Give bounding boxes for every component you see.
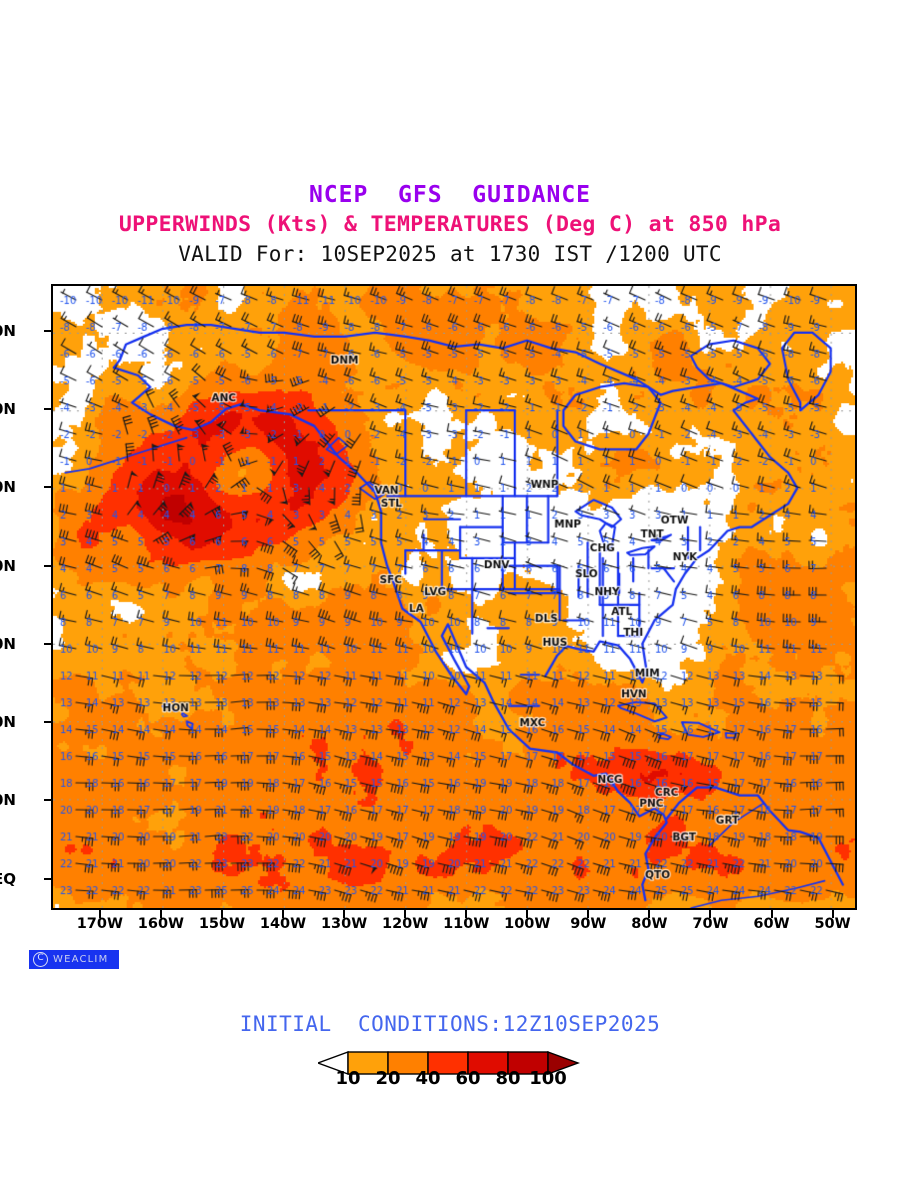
lat-tick-label-70n: 70N [0,321,16,340]
lon-tick-label-150w: 150W [198,916,246,932]
lon-tick-label-160w: 160W [137,916,185,932]
lat-tick-mark [44,564,53,567]
title-line-agency: NCEP GFS GUIDANCE [308,182,592,208]
copyright-icon: C [33,952,48,967]
lat-tick-label-eq: EQ [0,869,16,888]
lon-tick-mark [770,910,773,918]
lon-tick-label-140w: 140W [259,916,307,932]
colorbar-tick-100: 100 [529,1068,567,1089]
lon-tick-label-70w: 70W [692,916,729,932]
weather-map-canvas[interactable] [53,286,855,908]
lon-tick-mark [465,910,468,918]
lat-tick-mark [44,877,53,880]
lon-tick-mark [404,910,407,918]
colorbar-swatches [318,1050,580,1076]
colorbar-tick-60: 60 [455,1068,481,1089]
lon-tick-label-110w: 110W [443,916,490,932]
lon-tick-mark [648,910,651,918]
lon-tick-mark [220,910,223,918]
lat-tick-mark [44,486,53,489]
lat-tick-label-50n: 50N [0,478,16,497]
colorbar [0,1048,900,1108]
weather-map-panel[interactable] [51,284,857,910]
lat-tick-mark [44,799,53,802]
lat-tick-label-40n: 40N [0,556,16,575]
colorbar-tick-20: 20 [375,1068,401,1089]
lon-tick-mark [159,910,162,918]
chart-title-block: NCEP GFS GUIDANCE UPPERWINDS (Kts) & TEM… [0,182,900,266]
colorbar-tick-80: 80 [495,1068,521,1089]
colorbar-tick-labels: 10 20 40 60 80 100 [0,1068,900,1092]
weaclim-logo[interactable]: C WEACLIM [29,950,119,969]
lon-tick-label-120w: 120W [382,916,429,932]
lat-tick-mark [44,329,53,332]
lon-tick-label-170w: 170W [76,916,123,932]
lon-tick-mark [282,910,285,918]
lat-tick-label-30n: 30N [0,634,16,653]
lon-tick-label-60w: 60W [753,916,790,932]
title-line-variable: UPPERWINDS (Kts) & TEMPERATURES (Deg C) … [118,212,782,237]
lon-tick-mark [709,910,712,918]
weaclim-logo-text: WEACLIM [53,954,109,965]
lon-tick-mark [343,910,346,918]
lon-tick-label-50w: 50W [814,916,851,932]
lon-tick-label-90w: 90W [570,916,607,932]
lon-tick-mark [587,910,590,918]
lon-tick-mark [526,910,529,918]
lon-tick-mark [831,910,834,918]
initial-conditions-label: INITIAL CONDITIONS:12Z10SEP2025 [239,1012,661,1036]
lat-tick-label-20n: 20N [0,713,16,732]
colorbar-tick-40: 40 [415,1068,441,1089]
title-line-valid-time: VALID For: 10SEP2025 at 1730 IST /1200 U… [178,242,722,266]
lon-tick-label-80w: 80W [631,916,668,932]
lat-tick-label-10n: 10N [0,791,16,810]
colorbar-over-arrow [547,1050,580,1076]
lat-tick-label-60n: 60N [0,400,16,419]
lon-tick-label-130w: 130W [320,916,368,932]
lon-tick-label-100w: 100W [504,916,551,932]
lat-tick-mark [44,642,53,645]
lat-tick-mark [44,721,53,724]
lon-tick-mark [98,910,101,918]
lat-tick-mark [44,408,53,411]
colorbar-tick-10: 10 [335,1068,361,1089]
